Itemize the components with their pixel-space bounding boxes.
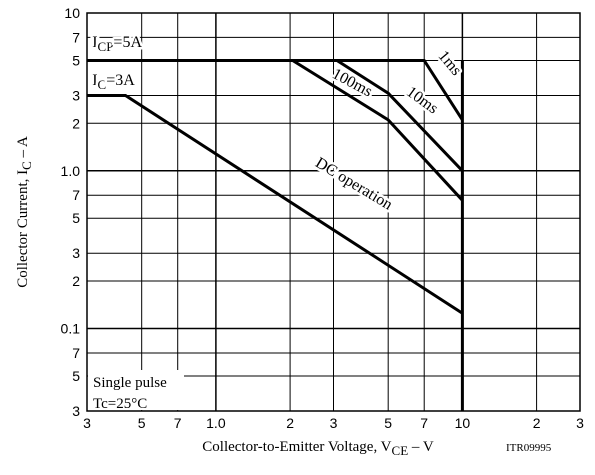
x-axis-label-sub: CE xyxy=(392,443,409,458)
x-tick-label: 7 xyxy=(174,415,182,431)
annotation-tail: =3A xyxy=(106,72,135,89)
y-axis-label: Collector Current, IC – A xyxy=(15,136,34,288)
y-tick-label: 3 xyxy=(72,403,80,419)
y-tick-label: 3 xyxy=(72,245,80,261)
annotation-tail: =5A xyxy=(113,34,142,51)
legend-temperature: Tc=25°C xyxy=(93,396,147,412)
x-tick-label: 3 xyxy=(576,415,584,431)
legend-box-background xyxy=(88,370,184,410)
annotation-text: IC=3A xyxy=(92,72,135,92)
grid xyxy=(87,13,580,411)
y-tick-label: 7 xyxy=(72,345,80,361)
y-tick-label: 5 xyxy=(72,210,80,226)
x-axis-label-main: Collector-to-Emitter Voltage, V xyxy=(202,439,391,455)
annotation-main: 10ms xyxy=(403,83,441,117)
y-tick-label: 3 xyxy=(72,87,80,103)
annotation-main: DC operation xyxy=(312,154,395,213)
annotation-ms10: 10ms xyxy=(401,81,444,120)
series-line-10ms xyxy=(336,59,464,172)
x-tick-label: 10 xyxy=(455,415,471,431)
annotation-main: I xyxy=(92,34,97,51)
annotation-text: 1ms xyxy=(435,48,465,79)
y-tick-label: 1.0 xyxy=(61,163,81,179)
annotation-text: ICP=5A xyxy=(92,34,142,54)
annotation-dc: DC operation xyxy=(310,152,398,216)
annotation-main: 1ms xyxy=(435,48,465,79)
annotation-ms1: 1ms xyxy=(432,45,467,81)
x-tick-label: 5 xyxy=(384,415,392,431)
y-tick-label: 0.1 xyxy=(61,321,81,337)
x-tick-label: 3 xyxy=(330,415,338,431)
x-axis-label: Collector-to-Emitter Voltage, VCE – V xyxy=(202,439,434,458)
y-axis-label-tail: – A xyxy=(15,136,31,161)
annotation-sub: CP xyxy=(98,39,114,54)
plot-frame xyxy=(86,12,581,412)
legend-single-pulse: Single pulse xyxy=(93,375,167,391)
x-tick-label: 1.0 xyxy=(206,415,226,431)
plot-border xyxy=(86,12,581,412)
x-tick-label: 5 xyxy=(138,415,146,431)
x-axis-label-tail: – V xyxy=(408,439,434,455)
annotation-sub: C xyxy=(98,77,107,92)
y-tick-label: 7 xyxy=(72,29,80,45)
series-group xyxy=(87,59,464,411)
annotation-text: DC operation xyxy=(312,154,395,213)
document-code: ITR09995 xyxy=(506,442,552,454)
series-line-100ms xyxy=(291,59,464,202)
series-line-1ms xyxy=(87,59,464,121)
y-axis-label-main: Collector Current, I xyxy=(15,170,31,288)
y-axis-label-sub: C xyxy=(19,161,34,170)
annotation-icp: ICP=5A xyxy=(90,31,145,56)
annotation-text: 10ms xyxy=(403,83,441,117)
y-tick-label: 7 xyxy=(72,187,80,203)
x-tick-label: 2 xyxy=(286,415,294,431)
annotation-main: I xyxy=(92,72,97,89)
y-tick-label: 5 xyxy=(72,52,80,68)
series-line-dc-operation xyxy=(87,94,464,315)
y-tick-label: 2 xyxy=(72,273,80,289)
y-tick-label: 2 xyxy=(72,115,80,131)
y-tick-label: 10 xyxy=(64,5,80,21)
x-tick-label: 7 xyxy=(420,415,428,431)
y-tick-label: 5 xyxy=(72,368,80,384)
annotation-ic: IC=3A xyxy=(90,69,138,94)
x-tick-label: 3 xyxy=(83,415,91,431)
x-tick-label: 2 xyxy=(533,415,541,431)
